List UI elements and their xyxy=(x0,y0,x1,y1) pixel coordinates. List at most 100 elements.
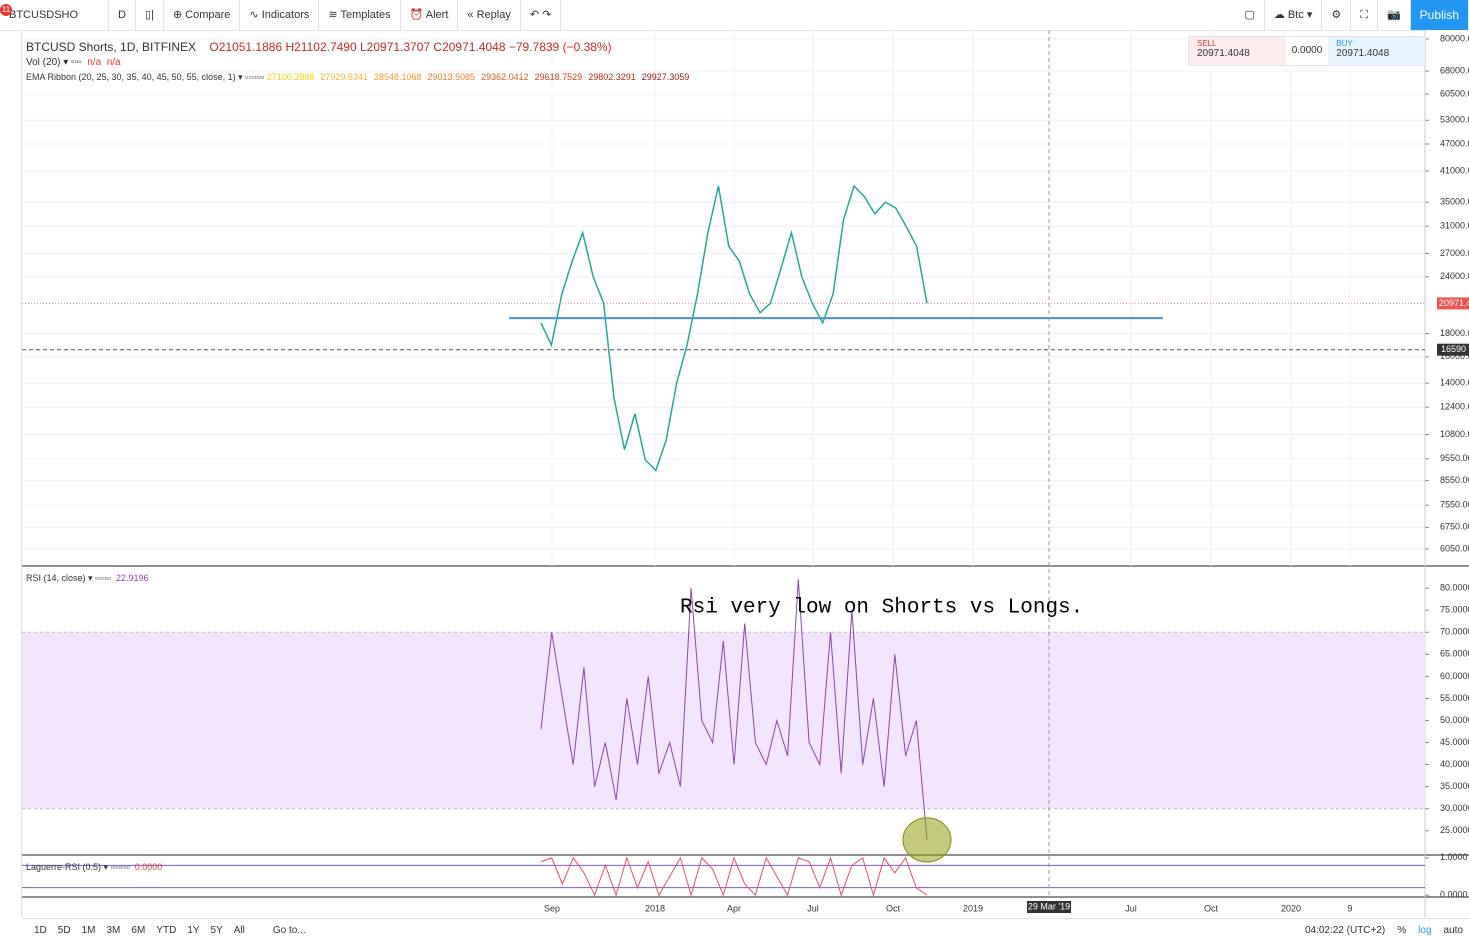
y-tick-label: 40.0000 xyxy=(1440,759,1469,769)
change: −79.7839 (−0.38%) xyxy=(508,40,612,54)
layout-button[interactable]: ▢ xyxy=(1235,0,1265,30)
y-tick-label: 24000.0 xyxy=(1440,271,1469,281)
y-tick-label: 65.0000 xyxy=(1440,649,1469,659)
low: L20971.3707 xyxy=(360,40,431,54)
close: C20971.4048 xyxy=(433,40,506,54)
ema-value: 27100.2988 xyxy=(266,72,315,82)
auto-toggle[interactable]: auto xyxy=(1443,925,1463,936)
range-button[interactable]: 5D xyxy=(57,925,71,936)
label: RSI (14, close) xyxy=(26,573,86,583)
label: Vol (20) xyxy=(26,57,61,68)
publish-button[interactable]: Publish xyxy=(1410,0,1469,30)
sell-button[interactable]: SELL 20971.4048 xyxy=(1189,37,1286,65)
chart-style-button[interactable]: ▯| xyxy=(136,0,164,30)
range-button[interactable]: 3M xyxy=(106,925,121,936)
range-button[interactable]: YTD xyxy=(156,925,177,936)
label: EMA Ribbon (20, 25, 30, 35, 40, 45, 50, … xyxy=(26,72,236,82)
last-price-tag xyxy=(1437,297,1469,310)
clock: 04:02:22 (UTC+2) xyxy=(1304,925,1386,936)
interval: D xyxy=(118,9,126,21)
range-button[interactable]: 1M xyxy=(81,925,96,936)
y-tick-label: 6050.00 xyxy=(1440,543,1469,553)
notification-badge[interactable]: 11 xyxy=(0,4,12,16)
x-tick-label: Oct xyxy=(886,903,901,913)
crosshair-date: 29 Mar '19 xyxy=(1028,901,1070,911)
crosshair-price-label: 16590 xyxy=(1441,344,1466,354)
ema-value: 28548.1068 xyxy=(373,72,422,82)
x-tick-label: Jul xyxy=(807,903,819,913)
high: H21102.7490 xyxy=(285,40,357,54)
y-tick-label: 60500.0 xyxy=(1440,88,1469,98)
series-line xyxy=(540,579,928,840)
y-tick-label: 8550.00 xyxy=(1440,475,1469,485)
label: Alert xyxy=(425,9,449,21)
price: 20971.4048 xyxy=(1197,48,1250,59)
label: Laguerre-RSI (0.5) xyxy=(26,862,102,872)
snapshot-button[interactable]: 📷 xyxy=(1378,0,1411,30)
label: Indicators xyxy=(261,9,310,21)
y-tick-label: 9550.00 xyxy=(1440,453,1469,463)
y-tick-label: 50.0000 xyxy=(1440,715,1469,725)
range-button[interactable]: 1Y xyxy=(187,925,200,936)
settings-button[interactable]: ⚙ xyxy=(1322,0,1352,30)
trade-widget: SELL 20971.4048 0.0000 BUY 20971.4048 xyxy=(1188,36,1426,66)
crosshair-date-tag xyxy=(1027,901,1071,913)
y-tick-label: 80000.0 xyxy=(1440,33,1469,43)
compare-button[interactable]: ⊕ Compare xyxy=(164,0,241,30)
top-toolbar: BTCUSDSHO D ▯| ⊕ Compare ∿ Indicators ≋ … xyxy=(0,0,1469,31)
y-tick-label: 75.0000 xyxy=(1440,605,1469,615)
ema-legend: EMA Ribbon (20, 25, 30, 35, 40, 45, 50, … xyxy=(26,72,690,82)
range-button[interactable]: All xyxy=(233,925,245,936)
annotation: Rsi very low on Shorts vs Longs. xyxy=(680,597,1083,620)
series-line xyxy=(540,856,928,897)
label: Replay xyxy=(476,9,511,21)
x-tick-label: 2018 xyxy=(645,903,665,913)
bottom-bar: 1D 5D 1M 3M 6M YTD 1Y 5Y All Go to... 04:02:22 (UT… xyxy=(22,918,1469,942)
y-tick-label: 35000.0 xyxy=(1440,197,1469,207)
y-tick-label: 53000.0 xyxy=(1440,115,1469,125)
y-tick-label: 68000.0 xyxy=(1440,65,1469,75)
interval-button[interactable]: D xyxy=(109,0,136,30)
label: Btc xyxy=(1287,9,1304,21)
price: 20971.4048 xyxy=(1336,48,1390,59)
y-tick-label: 35.0000 xyxy=(1440,781,1469,791)
y-tick-label: 0.0000 xyxy=(1440,890,1468,900)
goto-button[interactable]: Go to... xyxy=(272,925,306,936)
label: SELL xyxy=(1197,39,1217,48)
range-button[interactable]: 6M xyxy=(131,925,146,936)
percent-toggle[interactable]: % xyxy=(1397,925,1407,936)
spread: 0.0000 xyxy=(1291,45,1323,56)
y-tick-label: 41000.0 xyxy=(1440,165,1469,175)
templates-button[interactable]: ≋ Templates xyxy=(319,0,401,30)
y-tick-label: 47000.0 xyxy=(1440,138,1469,148)
ranges: 1D 5D 1M 3M 6M YTD 1Y 5Y All xyxy=(34,925,245,936)
ema-value: 27929.6341 xyxy=(320,72,368,82)
fullscreen-button[interactable]: ⛶ xyxy=(1351,0,1378,30)
laguerre-legend: Laguerre-RSI (0.5) ▾ ▫▫▫▫▫▫ 0.0000 xyxy=(26,862,163,872)
highlight-circle xyxy=(902,817,952,863)
symbol-button[interactable]: BTCUSDSHO xyxy=(0,0,109,30)
symbol: BTCUSDSHO xyxy=(9,9,79,21)
indicators-button[interactable]: ∿ Indicators xyxy=(240,0,320,30)
alert-button[interactable]: ⏰ Alert xyxy=(401,0,459,30)
y-tick-label: 1.0000 xyxy=(1440,852,1468,862)
ema-value: 29802.3291 xyxy=(588,72,636,82)
undo-redo[interactable]: ↶ ↷ xyxy=(521,0,562,30)
log-toggle[interactable]: log xyxy=(1418,925,1432,936)
ema-value: 29013.5085 xyxy=(427,72,476,82)
replay-button[interactable]: « Replay xyxy=(458,0,521,30)
currency-button[interactable]: ☁ Btc ▾ xyxy=(1265,0,1323,30)
x-tick-label: 2020 xyxy=(1281,903,1301,913)
x-tick-label: Apr xyxy=(727,903,741,913)
y-tick-label: 7550.00 xyxy=(1440,500,1469,510)
buy-button[interactable]: BUY 20971.4048 xyxy=(1328,37,1425,65)
value: n/a xyxy=(106,57,121,68)
label: Templates xyxy=(340,9,391,21)
main-legend: BTCUSD Shorts, 1D, BITFINEX O21051.1886 … xyxy=(26,40,612,54)
value: 0.0000 xyxy=(134,862,163,872)
label: Publish xyxy=(1419,8,1459,22)
label: Compare xyxy=(185,9,231,21)
range-button[interactable]: 5Y xyxy=(210,925,223,936)
open: O21051.1886 xyxy=(209,40,283,54)
range-button[interactable]: 1D xyxy=(34,925,47,936)
